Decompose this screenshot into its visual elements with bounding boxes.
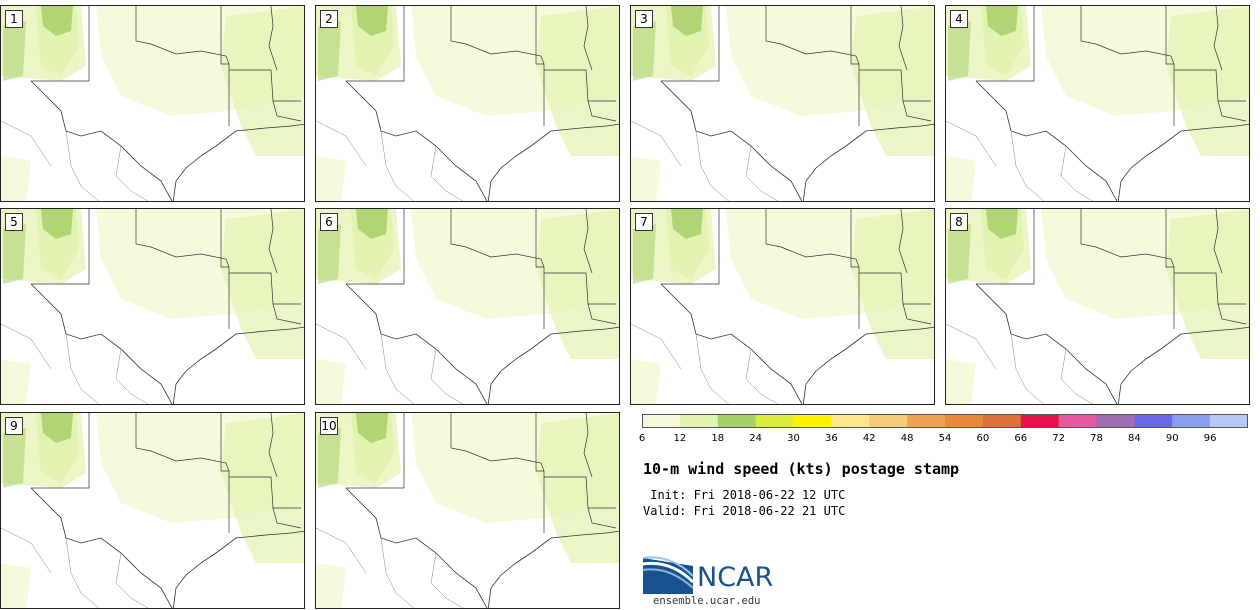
map-canvas xyxy=(631,209,934,404)
colorbar-tick-label: 24 xyxy=(749,433,762,444)
colorbar-bin xyxy=(1134,414,1173,428)
logo-url: ensemble.ucar.edu xyxy=(653,595,761,607)
colorbar-bin xyxy=(717,414,757,428)
member-panel: 3 xyxy=(630,5,935,202)
colorbar-tick-label: 12 xyxy=(673,433,687,444)
member-number: 5 xyxy=(5,213,23,231)
colorbar-tick-label: 6 xyxy=(638,433,646,444)
member-panel: 9 xyxy=(0,412,305,609)
chart-title: 10-m wind speed (kts) postage stamp xyxy=(643,460,960,478)
map-canvas xyxy=(946,209,1249,404)
member-panel: 2 xyxy=(315,5,620,202)
map-canvas xyxy=(1,6,304,201)
colorbar-tick-label: 96 xyxy=(1203,433,1217,444)
member-number: 4 xyxy=(950,10,968,28)
colorbar-bin xyxy=(982,414,1022,428)
member-number: 10 xyxy=(320,417,338,435)
colorbar-bin xyxy=(755,414,794,428)
member-number: 1 xyxy=(5,10,23,28)
colorbar-tick-label: 78 xyxy=(1090,433,1103,444)
map-canvas xyxy=(631,6,934,201)
colorbar-outline xyxy=(642,414,1248,428)
colorbar-bin xyxy=(1020,414,1060,428)
member-number: 7 xyxy=(635,213,653,231)
colorbar-tick-label: 48 xyxy=(900,433,914,444)
colorbar-tick-label: 42 xyxy=(862,433,876,444)
colorbar xyxy=(642,414,1248,428)
member-number: 8 xyxy=(950,213,968,231)
map-canvas xyxy=(1,209,304,404)
colorbar-bin xyxy=(679,414,719,428)
member-panel: 10 xyxy=(315,412,620,609)
colorbar-bin xyxy=(907,414,946,428)
colorbar-tick-label: 18 xyxy=(711,433,725,444)
member-panel: 4 xyxy=(945,5,1250,202)
colorbar-tick-label: 66 xyxy=(1014,433,1028,444)
colorbar-tick-label: 84 xyxy=(1128,433,1141,444)
member-number: 3 xyxy=(635,10,653,28)
colorbar-tick-label: 30 xyxy=(787,433,800,444)
valid-time: Valid: Fri 2018-06-22 21 UTC xyxy=(643,504,846,518)
ncar-logo-text: NCAR xyxy=(697,562,774,593)
colorbar-tick-label: 36 xyxy=(825,433,838,444)
colorbar-bin xyxy=(642,414,681,428)
member-number: 6 xyxy=(320,213,338,231)
member-panel: 8 xyxy=(945,208,1250,405)
map-canvas xyxy=(1,413,304,608)
member-panel: 6 xyxy=(315,208,620,405)
colorbar-tick-label: 54 xyxy=(938,433,952,444)
map-canvas xyxy=(316,6,619,201)
map-canvas xyxy=(946,6,1249,201)
member-panel: 1 xyxy=(0,5,305,202)
init-time: Init: Fri 2018-06-22 12 UTC xyxy=(643,488,846,502)
member-number: 2 xyxy=(320,10,338,28)
map-canvas xyxy=(316,209,619,404)
member-panel: 5 xyxy=(0,208,305,405)
colorbar-bin xyxy=(1210,414,1248,428)
colorbar-bin xyxy=(793,414,832,428)
colorbar-tick-label: 72 xyxy=(1052,433,1065,444)
ncar-logo-icon xyxy=(642,556,695,594)
colorbar-bin xyxy=(831,414,870,428)
colorbar-tick-label: 60 xyxy=(976,433,990,444)
colorbar-bin xyxy=(1058,414,1097,428)
colorbar-bin xyxy=(945,414,984,428)
map-canvas xyxy=(316,413,619,608)
colorbar-bin xyxy=(869,414,908,428)
member-panel: 7 xyxy=(630,208,935,405)
member-number: 9 xyxy=(5,417,23,435)
colorbar-bin xyxy=(1096,414,1135,428)
colorbar-bin xyxy=(1172,414,1211,428)
colorbar-tick-label: 90 xyxy=(1165,433,1179,444)
